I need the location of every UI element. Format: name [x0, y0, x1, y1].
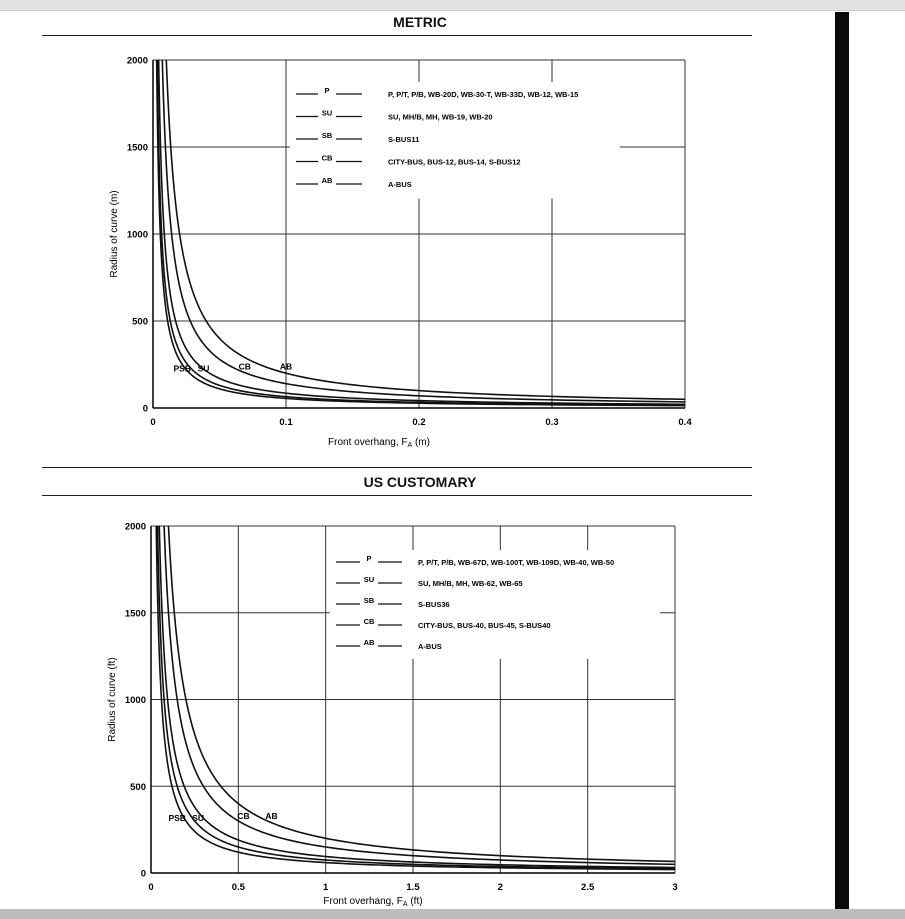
legend-code-bg — [318, 154, 336, 164]
y-tick-label: 500 — [130, 782, 146, 793]
y-axis-label: Radius of curve (m) — [109, 190, 120, 277]
x-axis-label: Front overhang, FA (ft) — [323, 896, 422, 908]
y-tick-label: 2000 — [127, 56, 148, 67]
legend-entry-su: SU, MH/B, MH, WB-19, WB-20 — [388, 113, 493, 122]
y-axis-label: Radius of curve (ft) — [107, 657, 118, 741]
y-tick-label: 1000 — [125, 695, 146, 706]
legend-code-sb: SB — [322, 131, 333, 140]
legend-code-ab: AB — [322, 176, 333, 185]
y-tick-label: 1000 — [127, 230, 148, 241]
x-tick-label: 0.2 — [412, 417, 425, 428]
series-line-p — [155, 59, 686, 407]
legend-code-p: P — [324, 86, 329, 95]
x-tick-label: 3 — [672, 882, 677, 893]
legend-entry-p: P, P/T, P/B, WB-67D, WB-100T, WB-109D, W… — [418, 558, 614, 567]
us-heading-rule-top — [42, 467, 752, 468]
series-line-su — [157, 59, 686, 406]
x-tick-label: 0.5 — [232, 882, 246, 893]
legend-entry-sb: S-BUS11 — [388, 135, 419, 144]
legend-entry-su: SU, MH/B, MH, WB-62, WB-65 — [418, 579, 523, 588]
legend-code-bg — [360, 555, 378, 564]
viewer-top-bar — [0, 0, 905, 11]
scrollbar-track[interactable] — [835, 12, 849, 909]
legend-code-ab: AB — [364, 638, 375, 647]
us-heading: US CUSTOMARY — [363, 474, 477, 490]
legend-code-cb: CB — [322, 154, 333, 163]
legend-code-su: SU — [322, 109, 332, 118]
curve-label: PSB — [168, 813, 185, 823]
legend-code-bg — [318, 87, 336, 96]
x-tick-label: 1 — [323, 882, 329, 893]
y-tick-label: 1500 — [125, 608, 146, 619]
series-line-sb — [156, 525, 676, 870]
x-tick-label: 0 — [150, 417, 155, 428]
viewer-bottom-bar — [0, 909, 905, 919]
x-tick-label: 0.3 — [545, 417, 558, 428]
legend-code-bg — [360, 639, 378, 648]
legend-code-bg — [360, 618, 378, 627]
curve-label: SU — [198, 363, 210, 373]
legend-entry-cb: CITY-BUS, BUS-12, BUS-14, S-BUS12 — [388, 158, 521, 167]
series-line-su — [158, 525, 676, 869]
x-tick-label: 2 — [498, 882, 503, 893]
y-tick-label: 2000 — [125, 522, 146, 533]
legend-code-p: P — [366, 554, 371, 563]
metric-heading: METRIC — [393, 14, 447, 30]
legend-code-sb: SB — [364, 596, 375, 605]
y-tick-label: 0 — [141, 869, 146, 880]
legend-box — [290, 82, 620, 199]
x-tick-label: 2.5 — [581, 882, 595, 893]
curve-label: PSB — [174, 363, 191, 373]
curve-label: CB — [237, 811, 249, 821]
legend-entry-ab: A-BUS — [388, 180, 412, 189]
us-heading-rule-bottom — [42, 495, 752, 496]
series-line-ab — [165, 59, 686, 401]
legend-code-bg — [318, 177, 336, 186]
x-tick-label: 0 — [148, 882, 153, 893]
legend-entry-cb: CITY-BUS, BUS-40, BUS-45, S-BUS40 — [418, 621, 551, 630]
series-line-sb — [156, 59, 686, 406]
legend-code-bg — [318, 109, 336, 119]
x-tick-label: 1.5 — [406, 882, 420, 893]
curve-label: AB — [280, 362, 292, 372]
x-tick-label: 0.4 — [678, 417, 692, 428]
y-tick-label: 0 — [143, 404, 148, 415]
metric-heading-rule — [42, 35, 752, 36]
legend-entry-sb: S-BUS36 — [418, 600, 450, 609]
curve-label: CB — [239, 362, 251, 372]
legend-entry-ab: A-BUS — [418, 642, 442, 651]
y-tick-label: 1500 — [127, 143, 148, 154]
series-line-cb — [161, 59, 686, 403]
series-line-cb — [163, 525, 676, 866]
legend-code-bg — [360, 597, 378, 606]
legend-code-cb: CB — [364, 617, 375, 626]
legend-code-bg — [360, 576, 378, 585]
series-line-p — [155, 525, 676, 871]
curve-label: SU — [192, 813, 204, 823]
x-axis-label: Front overhang, FA (m) — [328, 437, 430, 449]
legend-entry-p: P, P/T, P/B, WB-20D, WB-30-T, WB-33D, WB… — [388, 90, 578, 99]
legend-code-bg — [318, 132, 336, 141]
curve-label: AB — [265, 811, 277, 821]
y-tick-label: 500 — [132, 317, 148, 328]
x-tick-label: 0.1 — [279, 417, 293, 428]
series-line-ab — [167, 525, 676, 863]
legend-code-su: SU — [364, 575, 374, 584]
